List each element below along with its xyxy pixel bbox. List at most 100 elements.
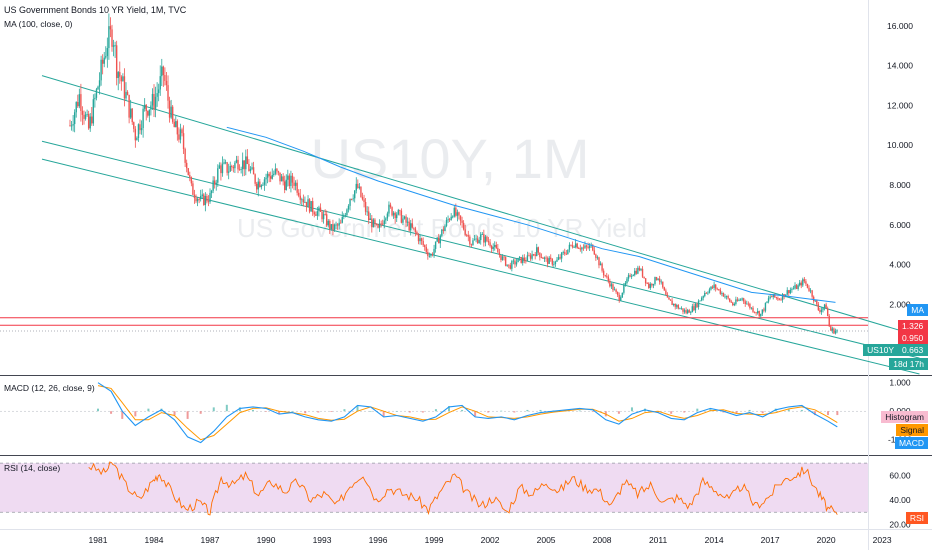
candle-body [637, 267, 639, 274]
last-price-tag: 0.663 [898, 344, 928, 356]
candle-body [599, 263, 602, 266]
candle-body [444, 225, 446, 231]
candle-body [95, 89, 98, 98]
signal-tag: Signal [896, 424, 928, 436]
macd-histogram-bar [434, 409, 437, 412]
macd-histogram-bar [683, 411, 686, 413]
candle-body [797, 285, 799, 289]
candle-body [543, 257, 546, 259]
candle-body [718, 289, 720, 290]
candle-body [420, 238, 423, 241]
candle-body [276, 168, 278, 172]
candle-body [178, 134, 180, 140]
macd-histogram-bar [722, 411, 725, 413]
candle-body [224, 162, 227, 164]
candle-body [374, 219, 376, 224]
candle-body [154, 96, 157, 110]
candle-body [358, 186, 361, 188]
candle-body [654, 277, 656, 284]
candle-body [330, 224, 333, 230]
candle-body [623, 284, 625, 293]
candle-body [746, 303, 748, 305]
candle-body [691, 306, 694, 313]
candle-body [75, 102, 77, 113]
candle-body [767, 298, 770, 302]
candle-body [508, 264, 510, 266]
candle-body [607, 276, 610, 281]
candle-body [397, 210, 399, 215]
macd-histogram-bar [238, 407, 241, 412]
candle-body [495, 244, 497, 249]
candle-body [469, 236, 471, 245]
rsi-pane-title: RSI (14, close) [4, 463, 61, 473]
candle-body [406, 221, 409, 223]
candle-body [688, 310, 690, 313]
candle-body [83, 114, 85, 119]
candle-body [338, 222, 340, 226]
candle-body [651, 283, 653, 286]
time-tick-label: 2011 [649, 535, 668, 545]
candle-body [601, 263, 603, 271]
candle-body [335, 224, 337, 226]
candle-body [515, 262, 518, 265]
macd-histogram-bar [461, 409, 464, 412]
candle-body [696, 303, 698, 308]
candle-body [480, 234, 482, 241]
macd-histogram-bar [173, 411, 176, 416]
macd-histogram-bar [330, 411, 333, 412]
candle-body [207, 201, 210, 203]
candle-body [170, 106, 172, 118]
candle-body [624, 282, 627, 285]
candle-body [220, 165, 222, 174]
price-tick-label: 4.000 [889, 260, 911, 270]
candle-body [316, 211, 319, 216]
candle-body [238, 169, 241, 171]
channel-line [41, 75, 920, 337]
candle-body [686, 310, 689, 314]
candle-body [747, 303, 750, 305]
candle-body [554, 261, 557, 265]
candle-body [123, 76, 126, 99]
candle-body [704, 292, 706, 297]
candle-body [388, 204, 390, 214]
candle-body [209, 193, 211, 203]
macd-histogram-bar [630, 407, 633, 412]
candle-body [574, 243, 577, 248]
rsi-tag: RSI [905, 512, 928, 524]
candle-body [553, 264, 555, 265]
candle-body [649, 283, 652, 288]
candle-body [416, 231, 418, 235]
candle-body [478, 240, 480, 244]
candle-body [487, 241, 490, 243]
candle-body [245, 156, 247, 170]
candle-body [305, 201, 308, 207]
macd-histogram-bar [696, 408, 699, 412]
candle-body [606, 275, 608, 277]
candle-body [313, 212, 315, 215]
candle-body [439, 235, 441, 244]
macd-histogram-bar [278, 411, 281, 414]
candle-body [728, 298, 731, 302]
candle-body [294, 182, 297, 186]
macd-histogram-bar [369, 411, 372, 412]
candle-body [322, 214, 325, 220]
candle-body [542, 257, 544, 259]
macd-histogram-bar [317, 411, 320, 413]
price-tick-label: 10.000 [887, 140, 913, 150]
candle-body [302, 199, 305, 203]
candle-body [204, 196, 207, 205]
price-tick-label: 8.000 [889, 180, 911, 190]
candle-body [269, 176, 272, 179]
candle-body [830, 326, 832, 331]
candle-body [738, 299, 740, 301]
price-tick-label: 6.000 [889, 220, 911, 230]
candle-body [193, 194, 196, 199]
candle-body [237, 159, 239, 170]
candle-body [411, 223, 413, 228]
candle-body [576, 243, 578, 249]
candle-body [595, 254, 597, 258]
candle-body [363, 199, 365, 202]
candle-body [489, 242, 491, 246]
candle-body [106, 48, 109, 57]
candle-body [503, 256, 505, 258]
